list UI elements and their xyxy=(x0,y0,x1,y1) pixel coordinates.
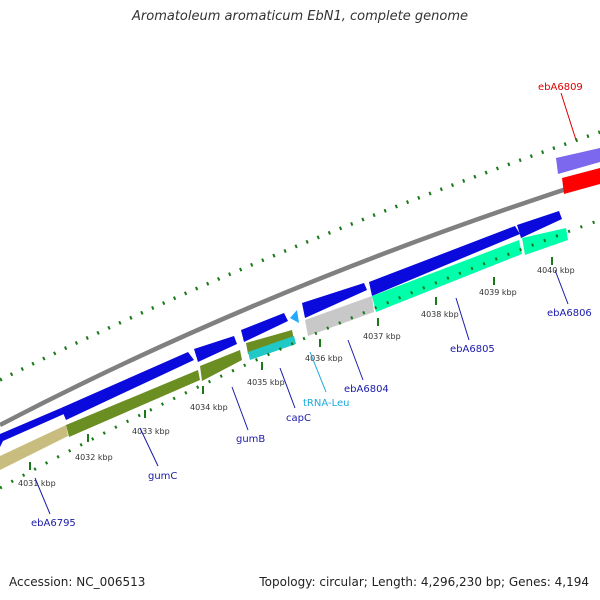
accession-text: Accession: NC_006513 xyxy=(9,575,146,589)
kbp-label-4039: 4039 kbp xyxy=(479,288,517,297)
gene-label-trna-leu[interactable]: tRNA-Leu xyxy=(303,398,349,409)
leader-ebA6804 xyxy=(347,339,364,381)
gene-label-ebA6806[interactable]: ebA6806 xyxy=(547,308,592,319)
kbp-label-4036: 4036 kbp xyxy=(305,354,343,363)
genome-title: Aromatoleum aromaticum EbN1, complete ge… xyxy=(132,9,468,24)
kbp-label-4040: 4040 kbp xyxy=(537,266,575,275)
gene-reverse-1[interactable] xyxy=(0,425,68,470)
leader-trna-leu xyxy=(309,351,327,393)
kbp-label-4037: 4037 kbp xyxy=(363,332,401,341)
kbp-label-4038: 4038 kbp xyxy=(421,310,459,319)
kbp-label-4035: 4035 kbp xyxy=(247,378,285,387)
backbone xyxy=(0,175,600,427)
highlight-features xyxy=(556,148,600,194)
kbp-tick-marks xyxy=(29,257,553,470)
leader-gumB xyxy=(231,386,249,431)
gene-label-ebA6795[interactable]: ebA6795 xyxy=(31,518,76,529)
highlight-gene[interactable] xyxy=(562,168,600,194)
gene-reverse-3[interactable] xyxy=(200,350,242,381)
gene-label-gumC[interactable]: gumC xyxy=(148,471,177,482)
leader-ebA6805 xyxy=(455,297,470,341)
gene-labels: ebA6795 gumC gumB capC tRNA-Leu ebA6804 … xyxy=(31,82,592,529)
backbone-line xyxy=(0,175,600,427)
gene-label-capC[interactable]: capC xyxy=(286,413,311,424)
gene-reverse-2[interactable] xyxy=(66,370,200,437)
trna-marker[interactable] xyxy=(290,310,299,323)
gene-forward-2[interactable] xyxy=(61,352,194,420)
purple-feature[interactable] xyxy=(556,148,600,174)
kbp-labels: 4031 kbp 4032 kbp 4033 kbp 4034 kbp 4035… xyxy=(18,266,575,488)
gene-label-ebA6804[interactable]: ebA6804 xyxy=(344,384,389,395)
leader-ebA6795 xyxy=(34,477,51,515)
kbp-label-4033: 4033 kbp xyxy=(132,427,170,436)
gene-forward-7[interactable] xyxy=(517,211,562,238)
gene-forward-4[interactable] xyxy=(241,313,288,342)
topology-text: Topology: circular; Length: 4,296,230 bp… xyxy=(259,575,589,589)
cyan-feature[interactable] xyxy=(248,336,296,360)
gene-label-ebA6805[interactable]: ebA6805 xyxy=(450,344,495,355)
gene-forward-5[interactable] xyxy=(302,283,367,318)
inner-minor-ticks xyxy=(0,218,600,490)
gene-forward-1[interactable] xyxy=(0,408,64,447)
leader-ebA6809 xyxy=(560,92,577,141)
label-leaders xyxy=(34,92,577,515)
outer-tick-ring xyxy=(0,130,600,382)
gene-label-ebA6809[interactable]: ebA6809 xyxy=(538,82,583,93)
leader-gumC xyxy=(139,427,159,467)
leader-ebA6806 xyxy=(554,269,569,305)
kbp-label-4034: 4034 kbp xyxy=(190,403,228,412)
gene-forward-3[interactable] xyxy=(194,336,237,362)
ncrna-feature-1[interactable] xyxy=(372,240,522,312)
grey-feature[interactable] xyxy=(305,296,374,336)
kbp-label-4032: 4032 kbp xyxy=(75,453,113,462)
inner-tick-ring xyxy=(0,218,600,490)
leader-capC xyxy=(279,367,296,409)
outer-dotted-ticks xyxy=(0,130,600,382)
gene-label-gumB[interactable]: gumB xyxy=(236,434,265,445)
gene-forward-6[interactable] xyxy=(369,226,520,296)
forward-strand xyxy=(0,211,562,447)
gene-reverse-4[interactable] xyxy=(246,330,294,354)
